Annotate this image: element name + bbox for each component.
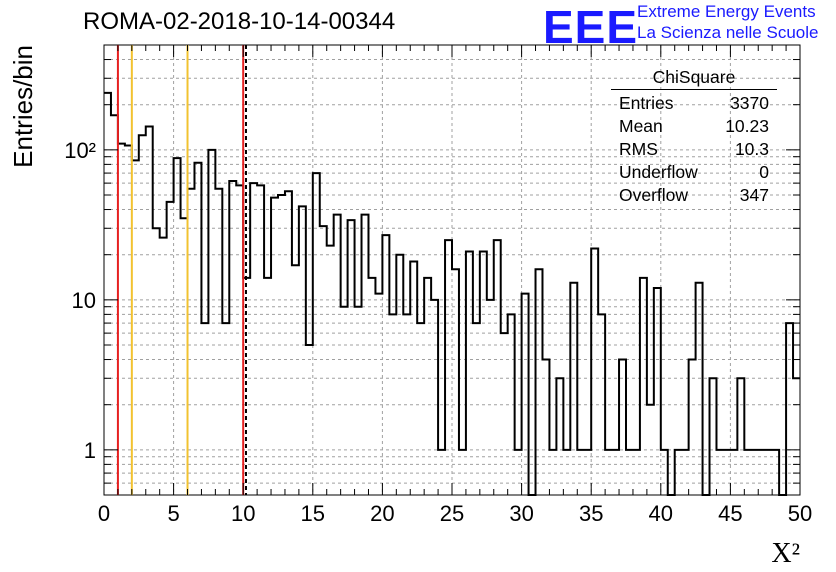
histogram-bin xyxy=(362,215,369,495)
stats-box: ChiSquare Entries 3370 Mean 10.23 RMS 10.3 Und… xyxy=(611,67,777,207)
stats-label: RMS xyxy=(619,139,658,159)
histogram-bin xyxy=(334,215,341,495)
histogram-bin xyxy=(396,255,403,495)
histogram-bin xyxy=(689,360,696,495)
histogram-bin xyxy=(125,145,132,495)
histogram-bin xyxy=(236,185,243,495)
stats-label: Underflow xyxy=(619,162,698,182)
x-tick-label: 45 xyxy=(718,501,742,526)
y-tick-label: 10 xyxy=(72,288,96,313)
histogram-bin xyxy=(556,378,563,495)
histogram-bin xyxy=(382,235,389,495)
histogram-bin xyxy=(104,93,111,495)
histogram-bin xyxy=(243,278,250,495)
histogram-bin xyxy=(640,278,647,495)
x-tick-label: 20 xyxy=(370,501,394,526)
stats-value: 3370 xyxy=(730,93,769,113)
stats-value: 0 xyxy=(759,162,769,182)
histogram-bin xyxy=(153,228,160,495)
histogram-bin xyxy=(174,158,181,495)
histogram-bin xyxy=(710,378,717,495)
histogram-bin xyxy=(167,202,174,495)
histogram-bin xyxy=(257,185,264,495)
histogram-bin xyxy=(194,163,201,495)
histogram-bin xyxy=(473,323,480,495)
y-axis-label: Entries/bin xyxy=(8,45,38,168)
stats-row: Entries 3370 xyxy=(611,92,777,115)
y-tick-label: 10² xyxy=(64,138,96,163)
histogram-bin xyxy=(320,226,327,495)
histogram-bin xyxy=(536,269,543,495)
x-tick-label: 40 xyxy=(649,501,673,526)
histogram-bin xyxy=(222,323,229,495)
histogram-bin xyxy=(542,360,549,495)
x-tick-label: 35 xyxy=(579,501,603,526)
logo-line-2: La Scienza nelle Scuole xyxy=(637,23,819,42)
histogram-bin xyxy=(424,278,431,495)
histogram-bin xyxy=(132,160,139,495)
eee-logo: EEE xyxy=(543,1,639,53)
histogram-outline xyxy=(104,91,800,496)
histogram-bin xyxy=(501,333,508,495)
histogram-bin xyxy=(591,248,598,495)
histogram-bin xyxy=(201,323,208,495)
stats-value: 10.23 xyxy=(725,116,769,136)
stats-label: Mean xyxy=(619,116,663,136)
histogram-bin xyxy=(181,218,188,495)
histogram-bin xyxy=(487,300,494,495)
stats-label: Entries xyxy=(619,93,674,113)
stats-row: Overflow 347 xyxy=(611,184,777,207)
histogram-bin xyxy=(737,378,744,495)
stats-row: RMS 10.3 xyxy=(611,138,777,161)
histogram-bin xyxy=(139,135,146,495)
histogram-bin xyxy=(368,278,375,495)
histogram-bin xyxy=(480,252,487,495)
histogram-bin xyxy=(111,115,118,495)
x-tick-label: 50 xyxy=(788,501,812,526)
histogram-bin xyxy=(146,127,153,495)
x-tick-label: 10 xyxy=(231,501,255,526)
histogram-bin xyxy=(264,278,271,495)
histogram-bin xyxy=(466,252,473,495)
histogram-bin xyxy=(431,300,438,495)
stats-value: 347 xyxy=(739,185,769,205)
histogram-bin xyxy=(348,220,355,495)
histogram-bin xyxy=(313,173,320,495)
stats-label: Overflow xyxy=(619,185,689,205)
histogram-bin xyxy=(299,206,306,495)
histogram-bin xyxy=(341,307,348,495)
x-tick-label: 30 xyxy=(509,501,533,526)
x-tick-label: 0 xyxy=(98,501,110,526)
histogram-bin xyxy=(619,360,626,495)
histogram-bin xyxy=(208,150,215,495)
histogram-bin xyxy=(417,323,424,495)
histogram-bin xyxy=(118,144,125,495)
histogram-bin xyxy=(327,246,334,495)
histogram-bin xyxy=(786,323,793,495)
histogram-bin xyxy=(215,189,222,495)
x-tick-label: 25 xyxy=(440,501,464,526)
y-tick-label: 1 xyxy=(84,438,96,463)
x-tick-label: 5 xyxy=(167,501,179,526)
histogram-bin xyxy=(306,345,313,495)
stats-row: Underflow 0 xyxy=(611,161,777,184)
histogram-bin xyxy=(793,378,800,495)
stats-row: Mean 10.23 xyxy=(611,115,777,138)
histogram-bin xyxy=(250,183,257,495)
histogram-bin xyxy=(271,198,278,495)
histogram-bin xyxy=(452,269,459,495)
histogram-bin xyxy=(355,307,362,495)
chart-title: ROMA-02-2018-10-14-00344 xyxy=(83,8,396,35)
stats-value: 10.3 xyxy=(734,139,769,159)
x-tick-label: 15 xyxy=(301,501,325,526)
logo-line-1: Extreme Energy Events xyxy=(637,2,816,21)
stats-name: ChiSquare xyxy=(611,67,777,90)
x-axis-label: X² xyxy=(771,538,800,569)
histogram-bin xyxy=(188,189,195,495)
